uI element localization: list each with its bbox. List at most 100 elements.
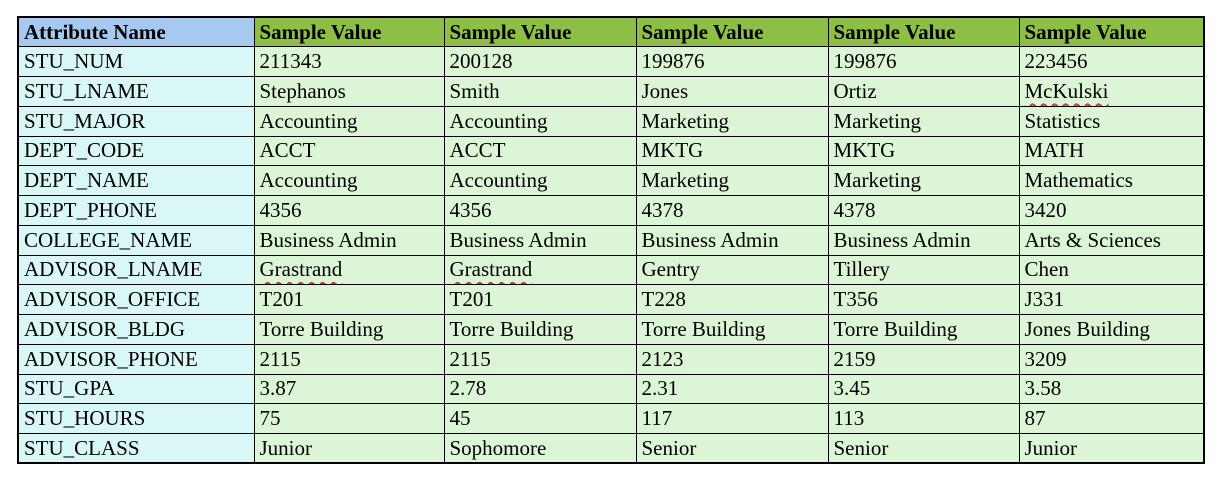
cell-text: Chen bbox=[1024, 257, 1069, 282]
cell-text: 2.78 bbox=[449, 376, 487, 401]
cell-text: 199876 bbox=[833, 49, 897, 74]
sample-value-cell: Statistics bbox=[1018, 105, 1205, 137]
sample-value-cell: 117 bbox=[635, 403, 829, 434]
sample-value-cell: 199876 bbox=[827, 46, 1020, 77]
cell-text: Senior bbox=[641, 435, 697, 460]
cell-text: 3420 bbox=[1024, 197, 1067, 222]
cell-text: 45 bbox=[449, 406, 471, 431]
table-row: COLLEGE_NAME Business Admin Business Admin… bbox=[17, 224, 1205, 256]
cell-text: Gentry bbox=[641, 257, 700, 282]
cell-text: 87 bbox=[1024, 406, 1046, 431]
cell-text: ACCT bbox=[259, 138, 316, 163]
cell-text: Marketing bbox=[833, 168, 921, 193]
cell-text: 2.31 bbox=[641, 376, 679, 401]
cell-text: Junior bbox=[1024, 435, 1078, 460]
cell-text: 4378 bbox=[833, 197, 876, 222]
attribute-name-cell: DEPT_NAME bbox=[17, 165, 255, 196]
cell-text: 2115 bbox=[449, 346, 491, 371]
sample-value-cell: 199876 bbox=[635, 46, 829, 77]
sample-value-cell: ACCT bbox=[253, 135, 445, 167]
sample-value-cell: Tillery bbox=[827, 254, 1020, 286]
sample-value-cell: Junior bbox=[1018, 433, 1205, 464]
sample-value-cell: 2159 bbox=[827, 343, 1020, 375]
sample-value-cell: 3.87 bbox=[253, 373, 445, 405]
sample-value-cell: Mathematics bbox=[1018, 165, 1205, 196]
cell-text: 200128 bbox=[449, 49, 513, 74]
cell-text: Torre Building bbox=[449, 316, 574, 341]
cell-text: Business Admin bbox=[833, 227, 971, 252]
sample-value-cell: Ortiz bbox=[827, 76, 1020, 107]
sample-value-cell: Business Admin bbox=[635, 224, 829, 256]
attribute-name-cell: DEPT_PHONE bbox=[17, 195, 255, 226]
misspelled-word: Grastrand bbox=[449, 257, 533, 282]
sample-value-cell: Accounting bbox=[253, 165, 445, 196]
sample-value-cell: Accounting bbox=[443, 105, 637, 137]
sample-value-cell: 4356 bbox=[443, 195, 637, 226]
attribute-name-cell: STU_MAJOR bbox=[17, 105, 255, 137]
sample-value-cell: 3.58 bbox=[1018, 373, 1205, 405]
sample-value-cell: Marketing bbox=[635, 105, 829, 137]
attribute-name-cell: STU_HOURS bbox=[17, 403, 255, 434]
column-header-sample-value: Sample Value bbox=[1018, 16, 1205, 48]
sample-value-cell: 75 bbox=[253, 403, 445, 434]
cell-text: T356 bbox=[833, 287, 878, 312]
sample-value-cell: Marketing bbox=[635, 165, 829, 196]
column-header-sample-value: Sample Value bbox=[635, 16, 829, 48]
column-header-sample-value: Sample Value bbox=[443, 16, 637, 48]
sample-value-cell: 3209 bbox=[1018, 343, 1205, 375]
sample-value-cell: Chen bbox=[1018, 254, 1205, 286]
sample-value-cell: 2.31 bbox=[635, 373, 829, 405]
table-row: STU_MAJOR Accounting Accounting Marketing Ma… bbox=[17, 105, 1205, 137]
cell-text: Accounting bbox=[449, 108, 548, 133]
cell-text: Stephanos bbox=[259, 78, 346, 103]
attribute-name-cell: STU_LNAME bbox=[17, 76, 255, 107]
cell-text: 199876 bbox=[641, 49, 705, 74]
cell-text: T201 bbox=[259, 287, 304, 312]
header-row: Attribute Name Sample Value Sample Value Sa… bbox=[17, 16, 1205, 48]
sample-value-cell: 2123 bbox=[635, 343, 829, 375]
cell-text: 2123 bbox=[641, 346, 684, 371]
attribute-name-cell: COLLEGE_NAME bbox=[17, 224, 255, 256]
attribute-name-cell: ADVISOR_PHONE bbox=[17, 343, 255, 375]
cell-text: Arts & Sciences bbox=[1024, 227, 1161, 252]
cell-text: MKTG bbox=[641, 138, 704, 163]
sample-value-cell: ACCT bbox=[443, 135, 637, 167]
cell-text: Torre Building bbox=[833, 316, 958, 341]
cell-text: MATH bbox=[1024, 138, 1085, 163]
sample-value-cell: 2.78 bbox=[443, 373, 637, 405]
sample-value-cell: Marketing bbox=[827, 165, 1020, 196]
cell-text: 4356 bbox=[259, 197, 302, 222]
column-header-sample-value: Sample Value bbox=[253, 16, 445, 48]
attribute-name-cell: STU_GPA bbox=[17, 373, 255, 405]
table-row: STU_HOURS 75 45 117 113 87 bbox=[17, 403, 1205, 434]
cell-text: Business Admin bbox=[259, 227, 397, 252]
attribute-name-cell: STU_NUM bbox=[17, 46, 255, 77]
sample-value-cell: Senior bbox=[635, 433, 829, 464]
cell-text: 223456 bbox=[1024, 49, 1088, 74]
cell-text: Business Admin bbox=[641, 227, 779, 252]
column-header-attribute-name: Attribute Name bbox=[17, 16, 255, 48]
cell-text: 75 bbox=[259, 406, 281, 431]
cell-text: Marketing bbox=[641, 168, 729, 193]
sample-value-cell: Business Admin bbox=[253, 224, 445, 256]
sample-value-cell: 4356 bbox=[253, 195, 445, 226]
sample-value-cell: 223456 bbox=[1018, 46, 1205, 77]
sample-value-cell: 2115 bbox=[443, 343, 637, 375]
cell-text: Jones bbox=[641, 78, 689, 103]
sample-value-cell: Smith bbox=[443, 76, 637, 107]
cell-text: Mathematics bbox=[1024, 168, 1133, 193]
sample-value-cell: 4378 bbox=[635, 195, 829, 226]
misspelled-word: Grastrand bbox=[259, 257, 343, 282]
cell-text: 4378 bbox=[641, 197, 684, 222]
sample-value-cell: 211343 bbox=[253, 46, 445, 77]
table-row: STU_LNAME Stephanos Smith Jones Ortiz McKulsk… bbox=[17, 76, 1205, 107]
table-row: STU_CLASS Junior Sophomore Senior Senior Juni… bbox=[17, 433, 1205, 464]
cell-text: 117 bbox=[641, 406, 673, 431]
sample-value-cell: Torre Building bbox=[635, 314, 829, 345]
sample-value-cell: Grastrand bbox=[253, 254, 445, 286]
cell-text: Torre Building bbox=[259, 316, 384, 341]
cell-text: 3.45 bbox=[833, 376, 871, 401]
table-header: Attribute Name Sample Value Sample Value Sa… bbox=[17, 16, 1205, 48]
attribute-name-cell: ADVISOR_OFFICE bbox=[17, 284, 255, 315]
